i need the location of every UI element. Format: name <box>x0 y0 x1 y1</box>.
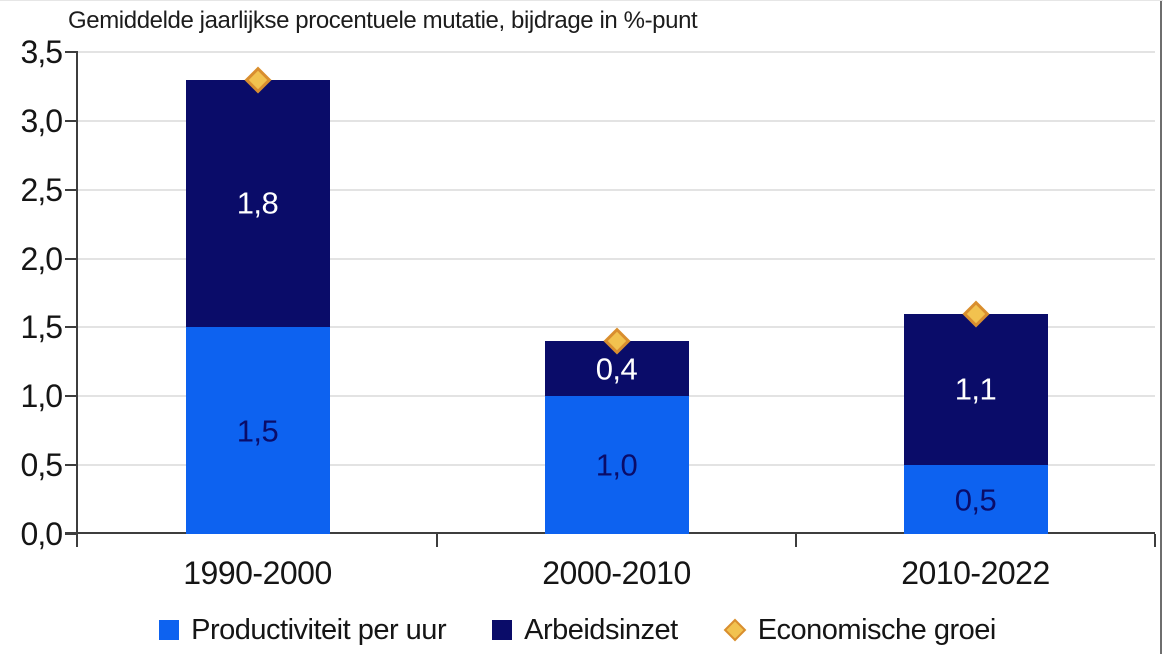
y-axis-tick <box>65 464 78 467</box>
y-axis-tick <box>65 51 78 53</box>
y-axis-label: 1,5 <box>20 309 63 346</box>
bar-segment-productiviteit-per-uur <box>544 396 689 534</box>
bar-value-label: 1,5 <box>236 413 279 449</box>
x-category-label: 2000-2010 <box>542 555 691 591</box>
bar-value-label: 0,4 <box>595 351 638 387</box>
y-axis-label: 3,5 <box>20 34 63 70</box>
y-axis-label: 0,5 <box>20 447 63 484</box>
y-gridline <box>78 188 1155 191</box>
y-gridline <box>78 119 1155 122</box>
bar-segment-arbeidsinzet <box>185 79 330 328</box>
bar-value-label: 0,5 <box>954 482 997 518</box>
y-axis-tick <box>65 326 78 329</box>
bar-value-label: 1,1 <box>954 371 997 407</box>
y-axis-label: 3,0 <box>20 102 63 139</box>
legend-square-icon <box>159 620 180 640</box>
y-gridline <box>78 326 1155 329</box>
y-axis-tick <box>65 533 78 535</box>
y-axis-tick <box>65 119 78 122</box>
bar-segment-arbeidsinzet <box>903 313 1048 466</box>
x-axis-tick <box>436 534 438 547</box>
image-right-border <box>1160 1 1162 654</box>
y-axis-tick <box>65 257 78 260</box>
legend-label: Economische groei <box>757 613 997 646</box>
legend-item-productiviteit-per-uur: Productiviteit per uur <box>159 613 447 647</box>
chart-title: Gemiddelde jaarlijkse procentuele mutati… <box>68 7 698 34</box>
y-axis-label: 2,0 <box>20 240 63 277</box>
x-category-label: 1990-2000 <box>183 555 332 591</box>
legend-diamond-icon <box>723 618 747 642</box>
y-axis-tick <box>65 395 78 398</box>
y-axis-label: 1,0 <box>20 378 63 415</box>
legend-square-icon <box>492 620 513 640</box>
bar-value-label: 1,0 <box>595 447 638 483</box>
legend-label: Arbeidsinzet <box>524 613 678 646</box>
y-axis-tick <box>65 188 78 191</box>
legend-item-arbeidsinzet: Arbeidsinzet <box>492 614 678 647</box>
y-gridline <box>78 51 1155 53</box>
legend-item-economische-groei: Economische groei <box>723 613 997 647</box>
x-axis-tick <box>795 534 797 547</box>
legend: Productiviteit per uur Arbeidsinzet Econom… <box>0 607 1155 653</box>
bar-segment-productiviteit-per-uur <box>903 465 1048 534</box>
y-gridline <box>78 257 1155 260</box>
x-axis-tick <box>1154 534 1156 547</box>
bar-segment-productiviteit-per-uur <box>185 327 330 534</box>
x-category-label: 2010-2022 <box>901 555 1050 591</box>
legend-label: Productiviteit per uur <box>191 613 447 646</box>
y-axis-line <box>76 52 78 547</box>
y-axis-label: 0,0 <box>20 516 63 552</box>
y-axis-label: 2,5 <box>20 171 63 208</box>
bar-value-label: 1,8 <box>236 185 279 221</box>
